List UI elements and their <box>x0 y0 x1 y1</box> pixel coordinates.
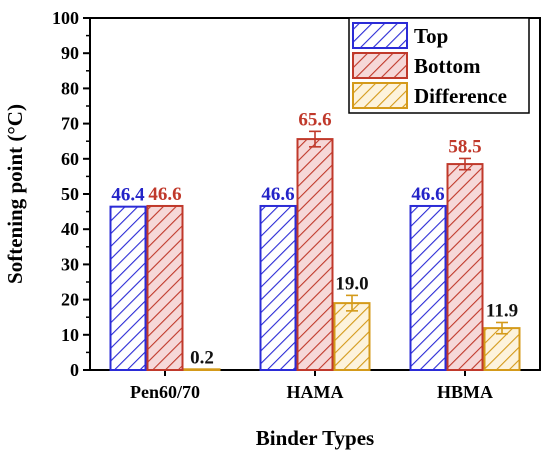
error-bars-group <box>309 130 508 335</box>
bar-bottom-hbma <box>446 163 484 371</box>
x-tick-label: HBMA <box>437 382 493 402</box>
data-label: 46.6 <box>148 184 181 205</box>
legend-swatch-top <box>352 22 408 49</box>
x-axis-ticks: Pen60/70 HAMA HBMA <box>130 370 493 402</box>
y-tick-label: 100 <box>52 8 79 28</box>
y-tick-label: 80 <box>61 78 79 98</box>
bar-difference-pen6070 <box>183 368 221 371</box>
y-tick-label: 50 <box>61 184 79 204</box>
data-label: 11.9 <box>486 300 518 321</box>
y-axis-ticks: 0 10 20 30 40 50 60 70 80 90 100 <box>52 8 90 380</box>
x-tick-label: HAMA <box>287 382 344 402</box>
y-tick-label: 30 <box>61 254 79 274</box>
legend-label-difference: Difference <box>414 84 507 108</box>
data-label: 0.2 <box>190 347 214 368</box>
data-label: 58.5 <box>448 136 481 157</box>
data-labels-group: 46.4 46.60.246.665.619.046.658.511.9 <box>111 109 518 368</box>
y-tick-label: 60 <box>61 149 79 169</box>
y-tick-label: 90 <box>61 43 79 63</box>
data-label: 46.4 <box>111 185 145 206</box>
bars-group <box>109 138 521 371</box>
legend-swatch-difference <box>352 82 408 109</box>
y-tick-label: 20 <box>61 290 79 310</box>
y-tick-label: 40 <box>61 219 79 239</box>
bar-bottom-pen6070 <box>146 204 184 371</box>
data-label: 46.6 <box>411 184 444 205</box>
y-axis-label: Softening point (°C) <box>3 104 27 284</box>
data-label: 46.6 <box>261 184 294 205</box>
x-tick-label: Pen60/70 <box>130 382 200 402</box>
bar-top-hbma <box>409 204 447 371</box>
data-label: 19.0 <box>335 273 368 294</box>
bar-top-pen6070 <box>109 205 147 371</box>
x-axis-label: Binder Types <box>256 426 374 450</box>
bar-bottom-hama <box>296 138 334 371</box>
legend-label-bottom: Bottom <box>414 54 481 78</box>
legend: Top Bottom Difference <box>348 17 530 114</box>
y-tick-label: 10 <box>61 325 79 345</box>
legend-label-top: Top <box>414 24 448 48</box>
data-label: 65.6 <box>298 109 331 130</box>
bar-difference-hbma <box>483 327 521 371</box>
bar-difference-hama <box>333 302 371 371</box>
legend-swatch-bottom <box>352 52 408 79</box>
y-tick-label: 0 <box>70 360 79 380</box>
y-tick-label: 70 <box>61 114 79 134</box>
bar-top-hama <box>259 204 297 371</box>
